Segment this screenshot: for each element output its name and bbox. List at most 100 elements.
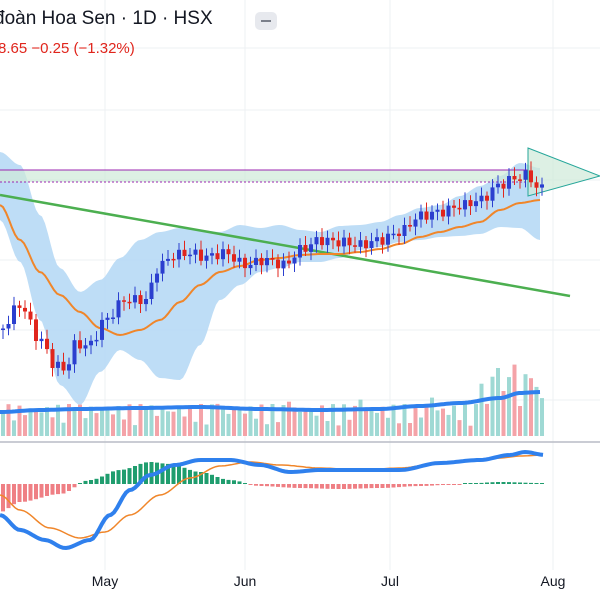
macd-histogram-bar xyxy=(243,483,247,484)
volume-bar xyxy=(314,415,319,436)
candle-body xyxy=(254,257,258,265)
macd-histogram-bar xyxy=(507,482,511,484)
volume-bar xyxy=(364,408,368,436)
volume-bar xyxy=(177,407,181,436)
candle-body xyxy=(397,233,401,236)
volume-bar xyxy=(210,404,214,436)
candle-body xyxy=(133,295,137,303)
volume-bar xyxy=(424,407,429,436)
volume-bar xyxy=(83,418,88,436)
volume-bar xyxy=(221,406,225,436)
candle-body xyxy=(347,237,352,246)
candle-body xyxy=(413,219,418,227)
macd-histogram-bar xyxy=(193,471,198,484)
volume-bar xyxy=(215,403,220,436)
volume-bar xyxy=(457,420,462,436)
candle-body xyxy=(259,257,264,266)
macd-histogram-bar xyxy=(402,484,407,487)
volume-bar xyxy=(485,403,489,436)
volume-bar xyxy=(45,407,49,436)
candle-body xyxy=(463,200,467,210)
volume-bar xyxy=(435,410,440,436)
macd-histogram-bar xyxy=(83,480,88,484)
candle-body xyxy=(501,183,506,189)
candle-body xyxy=(23,307,27,312)
candle-body xyxy=(276,259,280,269)
candle-body xyxy=(364,240,368,249)
macd-histogram-bar xyxy=(226,479,231,484)
volume-bar xyxy=(89,406,93,436)
volume-bar xyxy=(347,419,352,436)
candle-body xyxy=(298,245,302,258)
chart-title: đoàn Hoa Sen · 1D · HSX xyxy=(0,8,213,29)
volume-bar xyxy=(369,410,374,436)
volume-bar xyxy=(496,368,500,436)
volume-bar xyxy=(441,408,445,436)
candle-body xyxy=(270,258,275,260)
candle-body xyxy=(336,240,341,247)
candle-body xyxy=(83,345,88,349)
macd-histogram-bar xyxy=(94,478,99,484)
volume-bar xyxy=(336,425,341,436)
macd-histogram-bar xyxy=(408,484,412,487)
candle-body xyxy=(138,295,143,304)
volume-bar xyxy=(105,409,110,436)
volume-bar xyxy=(39,412,44,436)
volume-bar xyxy=(298,411,302,436)
macd-histogram-bar xyxy=(529,482,533,484)
candle-body xyxy=(237,257,242,262)
volume-bar xyxy=(303,411,308,436)
volume-bar xyxy=(23,415,27,436)
collapse-legend-button[interactable] xyxy=(255,12,277,30)
volume-bar xyxy=(182,416,187,436)
macd-histogram-bar xyxy=(39,484,44,498)
macd-histogram-bar xyxy=(17,484,22,502)
volume-bar xyxy=(419,417,423,436)
candle-body xyxy=(243,257,247,269)
macd-histogram-bar xyxy=(116,470,121,484)
macd-histogram-bar xyxy=(496,482,500,484)
volume-bar xyxy=(56,404,60,436)
macd-histogram-bar xyxy=(254,484,258,486)
volume-bar xyxy=(188,405,192,436)
candle-body xyxy=(182,249,187,256)
candle-body xyxy=(485,195,489,201)
volume-bar xyxy=(276,422,280,436)
macd-histogram-bar xyxy=(56,484,60,495)
macd-histogram-bar xyxy=(34,484,38,500)
macd-histogram-bar xyxy=(353,484,357,489)
candle-body xyxy=(331,237,335,241)
candle-body xyxy=(105,317,110,320)
macd-histogram-bar xyxy=(72,484,77,488)
candle-body xyxy=(89,340,93,346)
macd-histogram-bar xyxy=(479,482,484,484)
macd-histogram-bar xyxy=(204,473,209,484)
candle-body xyxy=(309,244,313,252)
candle-body xyxy=(474,201,478,207)
volume-bar xyxy=(34,410,38,436)
macd-histogram-bar xyxy=(358,484,363,489)
candle-body xyxy=(391,233,396,236)
candle-body xyxy=(375,237,379,242)
macd-histogram-bar xyxy=(270,484,275,487)
x-tick-label-jul: Jul xyxy=(381,573,399,589)
volume-bar xyxy=(100,410,104,436)
candle-body xyxy=(61,361,66,371)
candle-body xyxy=(402,225,407,236)
candle-body xyxy=(34,319,38,341)
candle-body xyxy=(100,319,104,340)
volume-bar xyxy=(523,374,528,436)
macd-histogram-bar xyxy=(23,484,27,502)
candle-body xyxy=(221,249,225,260)
volume-bar xyxy=(61,422,66,436)
volume-bar xyxy=(243,413,247,436)
volume-bar xyxy=(138,404,143,436)
macd-histogram-bar xyxy=(292,484,297,488)
macd-histogram-bar xyxy=(303,484,308,489)
trend-line xyxy=(0,193,571,298)
macd-histogram-bar xyxy=(199,472,203,484)
macd-histogram-bar xyxy=(534,483,539,484)
candle-body xyxy=(479,195,484,202)
macd-histogram-bar xyxy=(127,468,132,484)
